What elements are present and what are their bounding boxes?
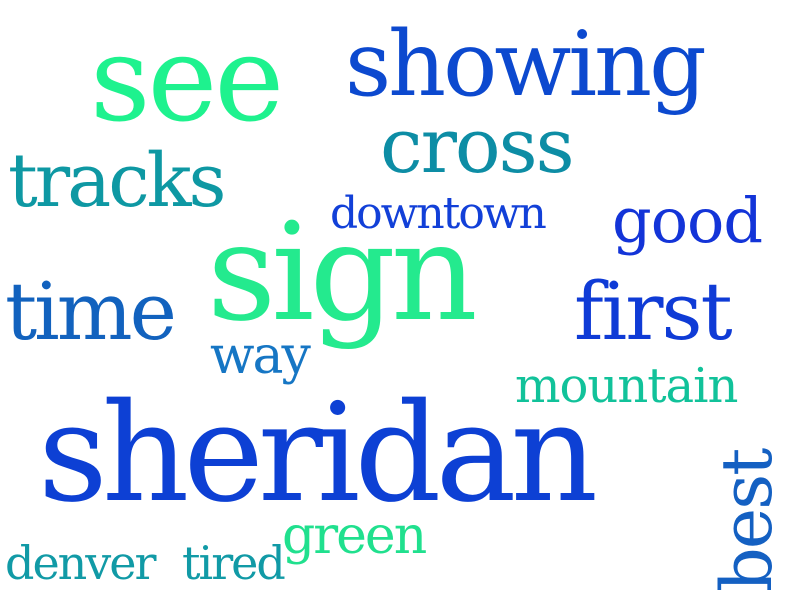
word-downtown: downtown [330, 188, 547, 239]
word-time: time [5, 265, 177, 358]
word-mountain: mountain [515, 358, 738, 414]
word-denver: denver [5, 536, 156, 590]
word-showing: showing [345, 12, 707, 117]
word-good: good [612, 184, 763, 257]
word-best: best [706, 449, 788, 592]
word-cross: cross [380, 101, 575, 190]
word-green: green [282, 506, 427, 566]
word-tired: tired [182, 536, 286, 590]
word-see: see [90, 10, 284, 148]
word-sheridan: sheridan [38, 375, 598, 533]
word-tracks: tracks [8, 138, 226, 224]
word-sign: sign [207, 194, 478, 351]
word-way: way [210, 326, 311, 386]
word-first: first [574, 265, 733, 358]
